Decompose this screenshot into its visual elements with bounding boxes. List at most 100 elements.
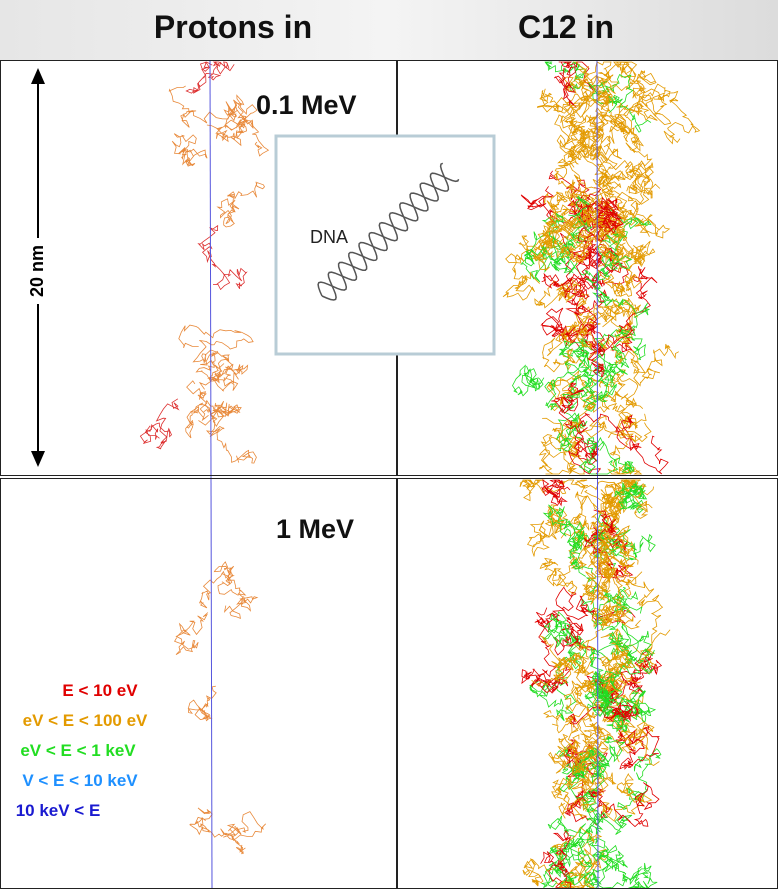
track [573, 217, 627, 264]
track [562, 75, 613, 108]
track [576, 113, 630, 149]
track [580, 333, 614, 412]
track [589, 647, 624, 718]
track [587, 74, 652, 133]
track [198, 363, 249, 392]
header-band [0, 0, 778, 60]
track [178, 324, 254, 363]
track [562, 353, 596, 412]
track [216, 181, 265, 228]
track [539, 556, 578, 595]
track [185, 380, 217, 439]
track [205, 400, 257, 464]
track [197, 224, 248, 291]
track [538, 434, 586, 475]
track [568, 432, 602, 475]
track [554, 61, 594, 108]
track [584, 322, 634, 377]
track [187, 685, 217, 722]
track [203, 399, 242, 418]
track [614, 481, 648, 510]
track [582, 61, 613, 112]
track [534, 277, 583, 309]
track [583, 526, 634, 582]
track [560, 491, 607, 547]
track [583, 538, 616, 590]
track [610, 266, 658, 353]
header-right: C12 in [518, 9, 614, 45]
track [542, 504, 585, 551]
beam-axis [596, 59, 599, 889]
track [542, 611, 574, 648]
track [551, 382, 588, 434]
track [522, 826, 603, 887]
track [599, 645, 636, 676]
track [540, 830, 572, 889]
track [566, 204, 608, 250]
track [578, 437, 634, 475]
track [529, 676, 577, 721]
track [600, 175, 650, 249]
track [553, 852, 627, 889]
track [584, 412, 647, 438]
legend-entry: E < 10 eV [62, 681, 138, 700]
track [546, 369, 581, 412]
track [585, 594, 634, 642]
track [588, 772, 653, 822]
legend-entry: 10 keV < E [16, 801, 101, 820]
track [558, 762, 609, 804]
track [622, 479, 654, 519]
track [174, 612, 209, 655]
legend: E < 10 eV eV < E < 100 eV eV < E < 1 keV… [16, 681, 148, 820]
track [551, 760, 597, 799]
legend-entry: eV < E < 100 eV [23, 711, 148, 730]
track [620, 576, 671, 653]
track [553, 63, 622, 127]
track [541, 215, 580, 259]
track [198, 561, 241, 609]
track [600, 479, 638, 537]
track [563, 639, 610, 718]
track [556, 207, 619, 243]
track [531, 635, 578, 688]
track [217, 573, 259, 620]
helix-strand [317, 162, 450, 297]
energy-label: 0.1 MeV [256, 90, 357, 120]
track [582, 571, 631, 626]
track [617, 479, 646, 514]
track [565, 353, 628, 398]
track [576, 200, 612, 231]
scale-bar: 20 nm [26, 68, 50, 467]
track [610, 325, 646, 374]
helix-strand [321, 172, 460, 301]
track [547, 815, 593, 874]
track [565, 282, 605, 349]
track [543, 710, 579, 768]
track [512, 364, 545, 397]
track [567, 715, 617, 791]
track [574, 808, 614, 870]
track [587, 782, 660, 828]
track [570, 834, 610, 877]
track [593, 652, 623, 696]
track [583, 844, 628, 889]
legend-entry: eV < E < 1 keV [20, 741, 136, 760]
track [542, 390, 607, 447]
track [595, 550, 643, 583]
track [526, 514, 563, 557]
track [185, 61, 235, 94]
track [215, 99, 248, 147]
beam-axis [209, 59, 213, 889]
track [604, 369, 644, 439]
scale-label: 20 nm [27, 245, 47, 297]
track [597, 207, 652, 270]
dna-inset: DNA [274, 134, 496, 356]
inset-label: DNA [310, 227, 348, 247]
legend-entry: V < E < 10 keV [22, 771, 138, 790]
track [539, 88, 586, 148]
track [625, 162, 654, 199]
track [615, 343, 679, 387]
track [600, 627, 657, 674]
track [520, 186, 601, 224]
